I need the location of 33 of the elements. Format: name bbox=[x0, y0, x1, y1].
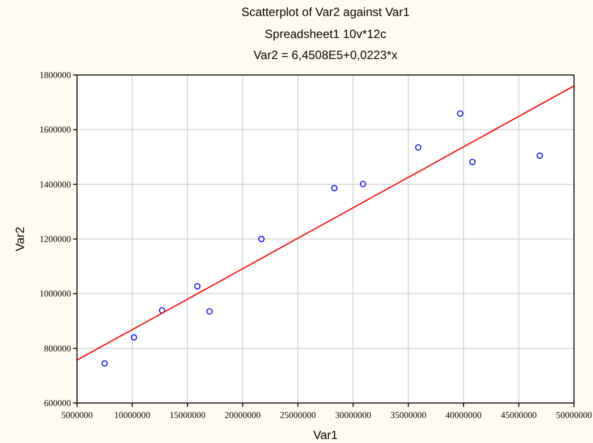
point bbox=[331, 185, 338, 192]
x-axis-title: Var1 bbox=[313, 428, 338, 442]
point bbox=[457, 110, 464, 117]
y-axis-title: Var2 bbox=[13, 226, 27, 252]
x-tick-label: 10000000 bbox=[114, 410, 151, 420]
point bbox=[415, 144, 422, 151]
chart-subtitle: Spreadsheet1 10v*12c Var2 = 6,4508E5+0,0223*x bbox=[254, 27, 398, 62]
y-tick-label: 800000 bbox=[44, 343, 72, 354]
chart-title: Scatterplot of Var2 against Var1 bbox=[241, 5, 410, 19]
point bbox=[469, 158, 476, 166]
y-tick-label: 1800000 bbox=[40, 70, 72, 80]
y-tick-label: 1600000 bbox=[40, 124, 72, 135]
point bbox=[130, 334, 138, 341]
x-tick-label: 5000000 bbox=[61, 410, 94, 420]
point bbox=[101, 360, 108, 367]
x-tick-label: 25000000 bbox=[280, 410, 316, 420]
y-tick-label: 1000000 bbox=[40, 288, 72, 299]
x-tick-label: 40000000 bbox=[446, 410, 482, 420]
x-tick-label: 35000000 bbox=[390, 410, 427, 420]
y-tick-label: 1400000 bbox=[40, 179, 72, 190]
point bbox=[194, 283, 201, 290]
point bbox=[258, 236, 265, 242]
point bbox=[360, 180, 366, 188]
point bbox=[158, 307, 166, 314]
point bbox=[206, 308, 213, 315]
x-tick-label: 45000000 bbox=[500, 410, 538, 420]
x-tick-label: 50000000 bbox=[556, 410, 592, 420]
x-tick-label: 15000000 bbox=[169, 410, 206, 420]
x-tick-label: 20000000 bbox=[224, 410, 262, 420]
point bbox=[536, 152, 543, 159]
y-tick-label: 600000 bbox=[44, 398, 72, 408]
y-tick-label: 1200000 bbox=[40, 234, 72, 244]
x-tick-label: 30000000 bbox=[335, 410, 372, 420]
